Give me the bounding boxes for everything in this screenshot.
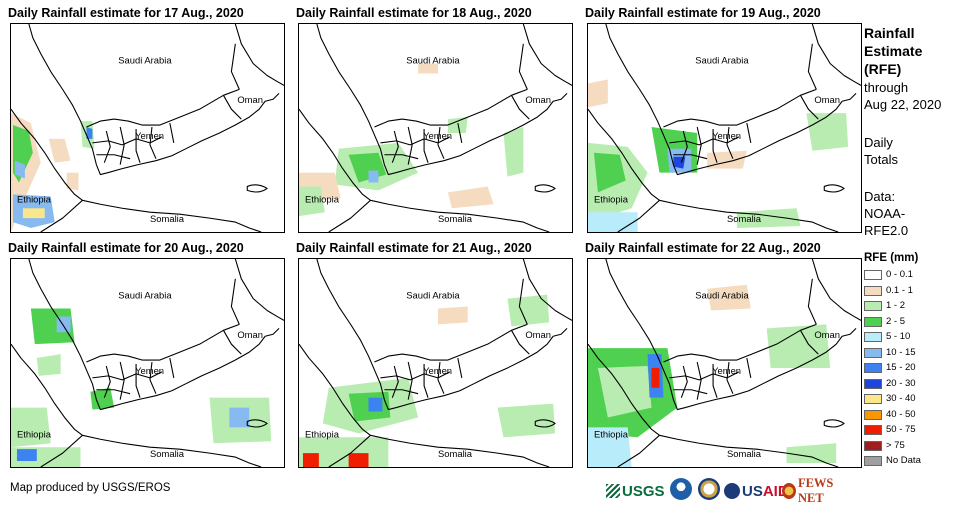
legend-swatch bbox=[864, 270, 882, 280]
map-labels: Saudi Arabia Oman Yemen Ethiopia Somalia bbox=[305, 55, 551, 224]
rainfall-map: Saudi Arabia Oman Yemen Ethiopia Somalia bbox=[298, 258, 573, 468]
legend-label: 50 - 75 bbox=[886, 424, 916, 435]
label-yemen: Yemen bbox=[423, 365, 452, 376]
label-somalia: Somalia bbox=[438, 213, 473, 224]
legend-swatch bbox=[864, 316, 882, 327]
legend-label: 40 - 50 bbox=[886, 408, 916, 420]
map-labels: Saudi Arabia Oman Yemen Ethiopia Somalia bbox=[17, 55, 263, 224]
legend-swatch bbox=[864, 285, 882, 296]
legend-swatch bbox=[864, 409, 882, 420]
label-ethiopia: Ethiopia bbox=[305, 428, 340, 439]
rainfall-field bbox=[11, 308, 272, 467]
label-somalia: Somalia bbox=[727, 213, 762, 224]
label-ethiopia: Ethiopia bbox=[17, 428, 52, 439]
side-through-date: through Aug 22, 2020 bbox=[864, 80, 942, 112]
fews-net-logo: FEWS NET bbox=[782, 476, 854, 505]
panel-title: Daily Rainfall estimate for 20 Aug., 202… bbox=[8, 241, 244, 255]
label-saudi-arabia: Saudi Arabia bbox=[406, 290, 460, 301]
label-oman: Oman bbox=[525, 94, 551, 105]
map-labels: Saudi Arabia Oman Yemen Ethiopia Somalia bbox=[594, 55, 840, 224]
legend-label: 1 - 2 bbox=[886, 300, 906, 311]
label-oman: Oman bbox=[814, 329, 840, 340]
legend-label: No Data bbox=[886, 455, 921, 466]
rainfall-map: Saudi Arabia Oman Yemen Ethiopia Somalia bbox=[298, 23, 573, 233]
map-labels: Saudi Arabia Oman Yemen Ethiopia Somalia bbox=[17, 290, 263, 459]
legend-swatch bbox=[864, 440, 882, 451]
label-saudi-arabia: Saudi Arabia bbox=[118, 55, 172, 66]
legend-swatch bbox=[864, 347, 882, 358]
legend-title: RFE (mm) bbox=[864, 252, 919, 264]
noaa-logo-icon bbox=[670, 478, 692, 500]
label-yemen: Yemen bbox=[135, 130, 164, 141]
legend-swatch bbox=[864, 394, 882, 404]
label-oman: Oman bbox=[237, 329, 263, 340]
legend-label: 2 - 5 bbox=[886, 315, 906, 327]
rainfall-field bbox=[11, 113, 95, 232]
legend-label: 20 - 30 bbox=[886, 377, 916, 389]
fews-net-globe-icon bbox=[782, 483, 796, 499]
label-ethiopia: Ethiopia bbox=[594, 428, 629, 439]
label-somalia: Somalia bbox=[727, 448, 762, 459]
legend-label: 30 - 40 bbox=[886, 393, 916, 404]
legend-label: 0.1 - 1 bbox=[886, 284, 913, 296]
label-oman: Oman bbox=[814, 94, 840, 105]
side-data-source: Data: NOAA- RFE2.0 bbox=[864, 189, 909, 238]
panel-title: Daily Rainfall estimate for 21 Aug., 202… bbox=[296, 241, 532, 255]
label-ethiopia: Ethiopia bbox=[17, 193, 52, 204]
legend-swatch bbox=[864, 332, 882, 342]
rainfall-field bbox=[588, 79, 849, 232]
panel-title: Daily Rainfall estimate for 18 Aug., 202… bbox=[296, 6, 532, 20]
panel-title: Daily Rainfall estimate for 19 Aug., 202… bbox=[585, 6, 821, 20]
legend-swatch bbox=[864, 363, 882, 373]
legend-label: 10 - 15 bbox=[886, 346, 916, 358]
map-credit: Map produced by USGS/EROS bbox=[10, 482, 171, 494]
map-labels: Saudi Arabia Oman Yemen Ethiopia Somalia bbox=[305, 290, 551, 459]
government-seal-icon bbox=[698, 478, 720, 500]
label-oman: Oman bbox=[237, 94, 263, 105]
side-title: Rainfall Estimate (RFE) bbox=[864, 25, 923, 77]
legend-label: 15 - 20 bbox=[886, 362, 916, 373]
rainfall-field bbox=[299, 294, 556, 467]
legend-label: 5 - 10 bbox=[886, 331, 911, 342]
label-saudi-arabia: Saudi Arabia bbox=[406, 55, 460, 66]
rainfall-field bbox=[588, 284, 837, 467]
label-somalia: Somalia bbox=[438, 448, 473, 459]
label-saudi-arabia: Saudi Arabia bbox=[118, 290, 172, 301]
legend-label: > 75 bbox=[886, 439, 905, 451]
usgs-logo: USGS bbox=[606, 478, 665, 504]
rainfall-map: Saudi Arabia Oman Yemen Ethiopia Somalia bbox=[587, 23, 862, 233]
panel-title: Daily Rainfall estimate for 22 Aug., 202… bbox=[585, 241, 821, 255]
legend-label: 0 - 0.1 bbox=[886, 269, 913, 280]
label-yemen: Yemen bbox=[135, 365, 164, 376]
rainfall-map: Saudi Arabia Oman Yemen Ethiopia Somalia bbox=[10, 23, 285, 233]
legend-swatch bbox=[864, 456, 882, 466]
usaid-logo: US AID bbox=[724, 478, 789, 504]
usaid-seal-icon bbox=[724, 483, 740, 499]
label-somalia: Somalia bbox=[150, 448, 185, 459]
legend-swatch bbox=[864, 378, 882, 389]
usgs-mark-icon bbox=[606, 484, 620, 498]
panel-title: Daily Rainfall estimate for 17 Aug., 202… bbox=[8, 6, 244, 20]
logo-strip: USGS US AID FEWS NET bbox=[606, 476, 854, 505]
label-ethiopia: Ethiopia bbox=[594, 193, 629, 204]
label-yemen: Yemen bbox=[423, 130, 452, 141]
label-saudi-arabia: Saudi Arabia bbox=[695, 290, 749, 301]
label-yemen: Yemen bbox=[712, 365, 741, 376]
rainfall-map: Saudi Arabia Oman Yemen Ethiopia Somalia bbox=[10, 258, 285, 468]
rainfall-map: Saudi Arabia Oman Yemen Ethiopia Somalia bbox=[587, 258, 862, 468]
label-oman: Oman bbox=[525, 329, 551, 340]
label-somalia: Somalia bbox=[150, 213, 185, 224]
label-saudi-arabia: Saudi Arabia bbox=[695, 55, 749, 66]
side-daily-totals: Daily Totals bbox=[864, 135, 898, 167]
legend-swatch bbox=[864, 425, 882, 435]
label-yemen: Yemen bbox=[712, 130, 741, 141]
label-ethiopia: Ethiopia bbox=[305, 193, 340, 204]
legend-swatch bbox=[864, 301, 882, 311]
map-labels: Saudi Arabia Oman Yemen Ethiopia Somalia bbox=[594, 290, 840, 459]
